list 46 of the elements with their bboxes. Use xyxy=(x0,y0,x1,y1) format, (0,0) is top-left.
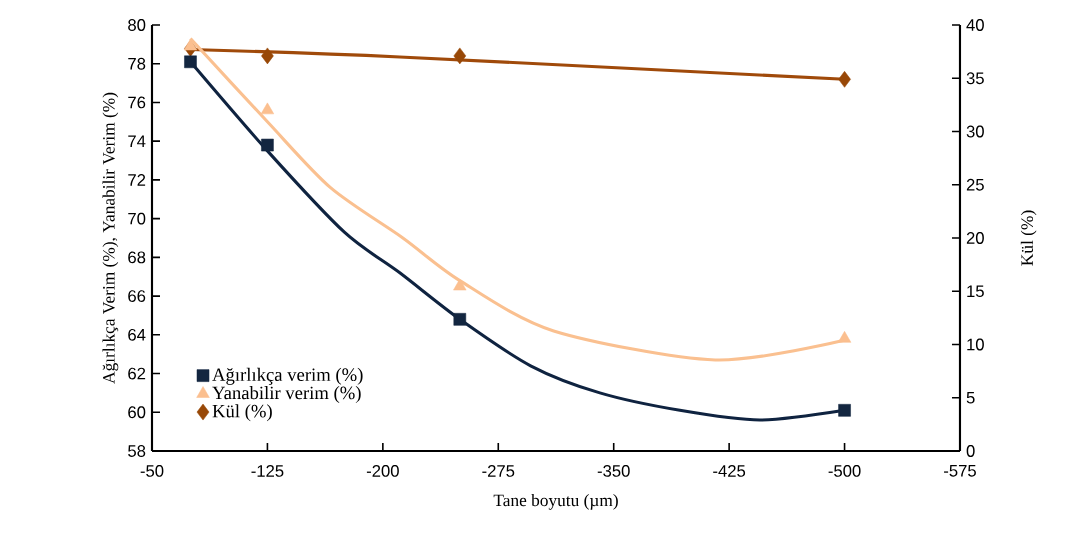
y-tick-label: 76 xyxy=(128,96,146,109)
y2-tick-label: 5 xyxy=(966,391,975,404)
legend-label: Yanabilir verim (%) xyxy=(212,386,361,403)
y-tick-label: 70 xyxy=(128,212,146,225)
y-tick-label: 72 xyxy=(128,174,146,186)
y2-tick-label: 20 xyxy=(966,232,984,244)
y-tick-label: 80 xyxy=(128,19,146,31)
y-tick-label: 66 xyxy=(128,290,146,302)
x-tick-label: -275 xyxy=(482,465,515,477)
x-axis-title: Tane boyutu (µm) xyxy=(493,493,618,510)
point xyxy=(837,331,852,343)
y-tick-label: 68 xyxy=(128,251,146,264)
point xyxy=(261,47,274,65)
y-tick-label: 78 xyxy=(128,57,146,70)
x-tick-label: -500 xyxy=(828,465,861,477)
point xyxy=(261,138,274,152)
x-tick-label: -425 xyxy=(713,465,746,477)
x-tick-label: -50 xyxy=(140,465,164,477)
y-tick-label: 74 xyxy=(128,135,146,147)
point xyxy=(838,404,851,417)
x-tick-label: -350 xyxy=(597,465,630,477)
legend-label: Ağırlıkça verim (%) xyxy=(212,367,363,385)
y-tick-label: 58 xyxy=(128,445,146,457)
y2-tick-label: 40 xyxy=(966,19,984,31)
point xyxy=(838,71,851,88)
y2-axis-title: Kül (%) xyxy=(1020,210,1037,266)
y-tick-label: 60 xyxy=(128,406,146,419)
y2-tick-label: 30 xyxy=(966,125,984,138)
x-tick-label: -200 xyxy=(366,465,399,477)
y2-tick-label: 15 xyxy=(967,285,984,298)
y2-tick-label: 25 xyxy=(966,178,984,191)
point xyxy=(453,47,467,65)
point xyxy=(183,38,198,51)
y2-tick-label: 0 xyxy=(966,445,975,457)
point xyxy=(453,313,467,326)
legend-label: Kül (%) xyxy=(212,404,272,422)
point xyxy=(260,102,275,115)
y-tick-label: 62 xyxy=(128,367,146,380)
y2-tick-label: 10 xyxy=(967,338,984,351)
y2-tick-label: 35 xyxy=(966,72,984,85)
x-tick-label: -575 xyxy=(944,465,976,477)
point xyxy=(184,55,197,69)
y-axis-title: Ağırlıkça Verim (%), Yanabilir Verim (%) xyxy=(102,92,119,384)
y-tick-label: 64 xyxy=(128,328,146,341)
point xyxy=(453,278,467,291)
x-tick-label: -125 xyxy=(251,465,284,477)
